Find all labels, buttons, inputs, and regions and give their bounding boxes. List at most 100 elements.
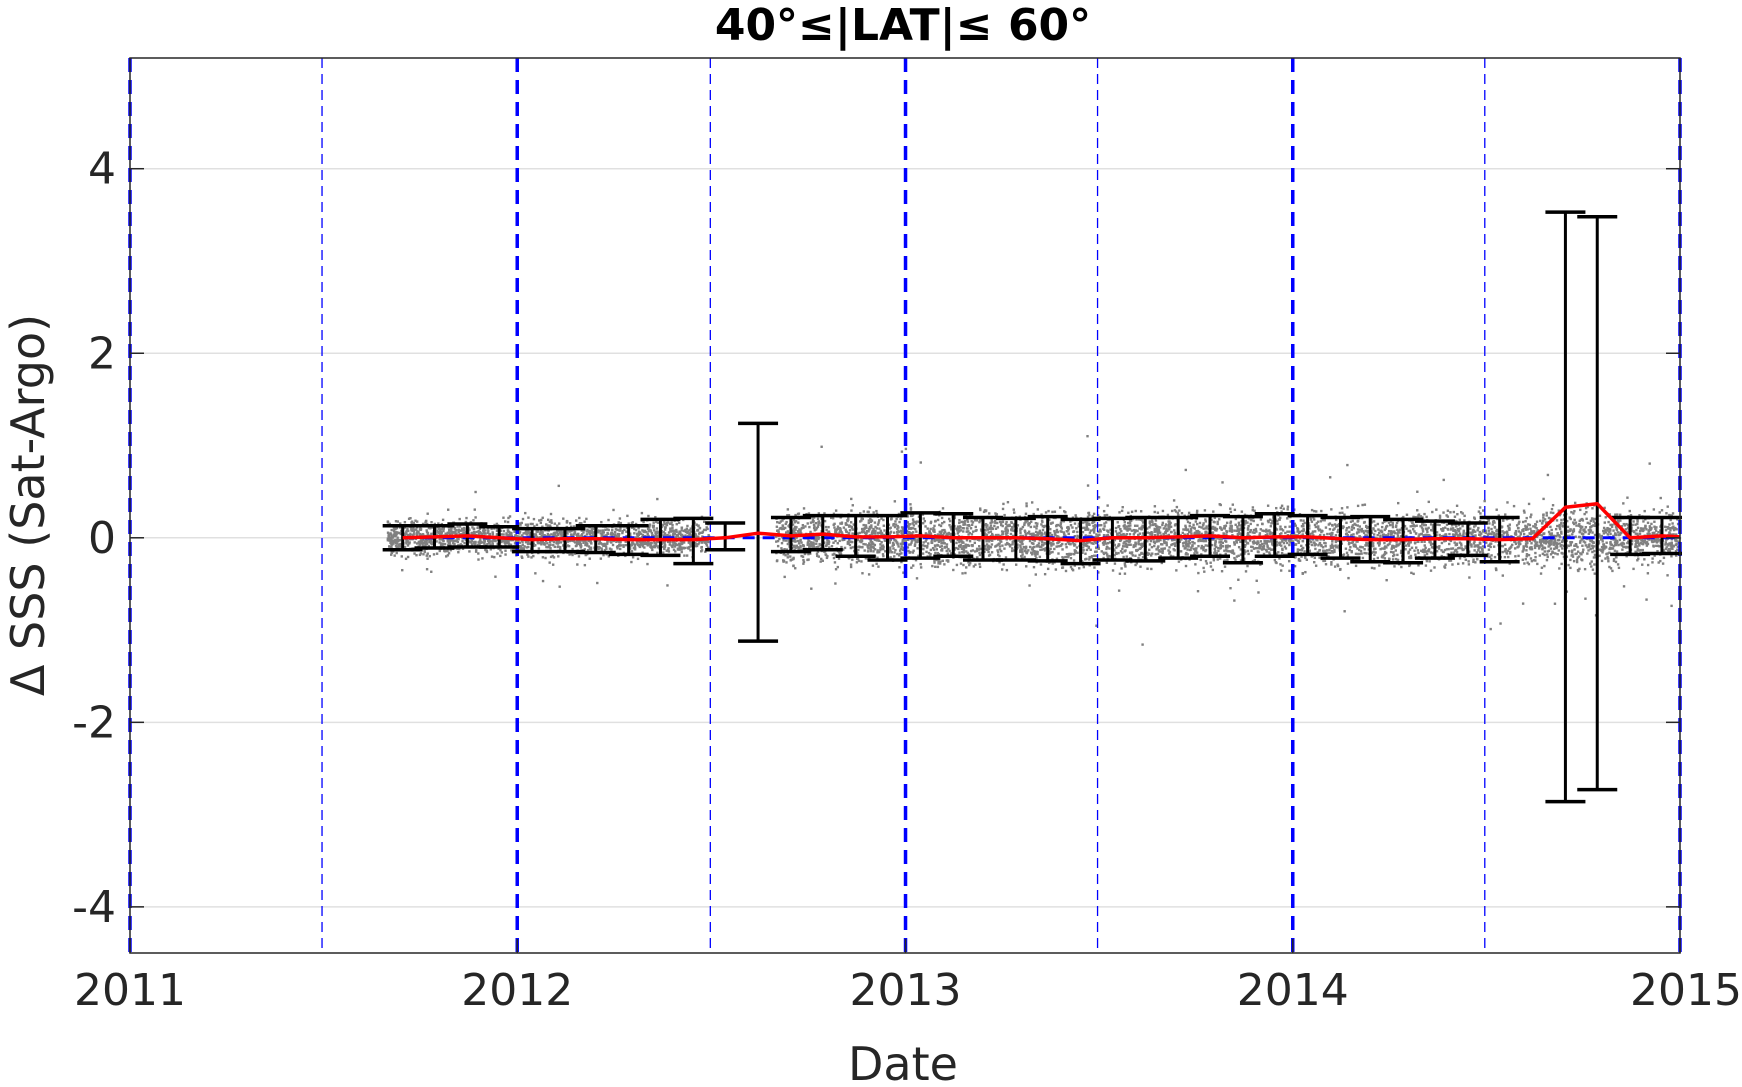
scatter-point <box>1225 533 1228 536</box>
scatter-point <box>804 525 807 528</box>
scatter-point <box>1055 528 1059 532</box>
scatter-point <box>931 564 934 568</box>
scatter-point <box>663 542 666 545</box>
scatter-point <box>1519 531 1522 534</box>
scatter-point <box>1073 543 1077 546</box>
scatter-point <box>844 522 848 525</box>
scatter-point <box>648 523 652 526</box>
scatter-point <box>939 545 942 549</box>
scatter-point <box>811 518 815 522</box>
scatter-point <box>409 532 412 536</box>
scatter-point <box>580 533 584 536</box>
scatter-point <box>916 540 919 543</box>
scatter-point <box>574 544 578 548</box>
scatter-point <box>1168 550 1172 554</box>
scatter-point <box>1476 529 1479 532</box>
scatter-point <box>898 520 901 524</box>
scatter-point <box>811 541 815 544</box>
scatter-point <box>1546 550 1549 553</box>
scatter-point <box>1536 529 1540 532</box>
scatter-point <box>482 529 485 532</box>
scatter-point <box>449 529 453 533</box>
scatter-point <box>395 526 399 530</box>
scatter-point <box>1264 534 1268 537</box>
scatter-point <box>667 548 670 552</box>
scatter-point <box>1058 506 1062 509</box>
scatter-point <box>403 534 406 538</box>
scatter-point <box>1233 529 1236 532</box>
scatter-point <box>1527 553 1531 557</box>
scatter-point <box>1087 511 1090 515</box>
scatter-point <box>1155 540 1158 543</box>
scatter-point <box>899 547 903 551</box>
scatter-point <box>857 559 861 563</box>
scatter-point <box>1240 534 1243 537</box>
scatter-point <box>1261 542 1264 546</box>
scatter-point <box>1069 556 1073 560</box>
scatter-point <box>1376 556 1379 560</box>
scatter-point <box>975 549 979 553</box>
scatter-point <box>1542 519 1545 522</box>
scatter-point <box>1265 548 1268 552</box>
scatter-point <box>1313 556 1316 560</box>
scatter-point <box>964 543 967 546</box>
scatter-point <box>446 554 450 557</box>
scatter-point <box>1223 565 1227 568</box>
scatter-point <box>833 526 836 529</box>
scatter-point <box>688 532 692 535</box>
scatter-point <box>400 555 403 558</box>
scatter-point <box>1416 509 1419 512</box>
scatter-point <box>912 524 916 527</box>
scatter-point <box>652 521 655 524</box>
scatter-point <box>446 549 449 552</box>
scatter-point <box>700 545 703 549</box>
scatter-point <box>793 537 797 541</box>
scatter-point <box>453 542 456 546</box>
scatter-point <box>851 558 854 561</box>
scatter-point <box>1049 527 1052 531</box>
scatter-point <box>540 534 544 538</box>
scatter-point <box>1209 561 1212 564</box>
scatter-point <box>521 540 524 544</box>
scatter-point <box>586 542 589 545</box>
scatter-point <box>410 528 413 531</box>
scatter-point <box>1331 540 1334 543</box>
scatter-point <box>1146 540 1149 543</box>
scatter-point <box>1154 519 1158 522</box>
scatter-point <box>839 522 842 525</box>
scatter-point <box>887 551 891 554</box>
scatter-point <box>1236 527 1239 530</box>
scatter-point <box>477 552 480 555</box>
scatter-point <box>1357 530 1360 534</box>
scatter-point <box>1334 518 1338 522</box>
scatter-point <box>507 534 511 538</box>
scatter-point <box>802 562 805 565</box>
scatter-point <box>879 529 882 532</box>
scatter-point <box>875 562 878 566</box>
scatter-point <box>422 553 425 556</box>
scatter-point <box>463 541 466 545</box>
scatter-point <box>971 549 975 552</box>
scatter-point <box>638 531 642 534</box>
scatter-point <box>443 549 446 552</box>
scatter-point <box>987 547 991 551</box>
scatter-point <box>619 541 622 544</box>
scatter-point <box>1247 517 1251 520</box>
scatter-point <box>963 521 966 525</box>
scatter-point <box>524 541 528 544</box>
scatter-point <box>1374 536 1377 539</box>
scatter-point <box>1125 545 1129 549</box>
scatter-point <box>931 546 935 550</box>
scatter-point <box>1372 528 1375 531</box>
scatter-point <box>503 540 507 544</box>
scatter-point <box>1173 542 1176 545</box>
scatter-point <box>1524 524 1527 528</box>
scatter-point <box>796 530 800 533</box>
scatter-point <box>433 522 437 526</box>
scatter-point <box>390 534 393 537</box>
scatter-point <box>1187 540 1191 543</box>
scatter-point <box>648 525 651 528</box>
scatter-point <box>641 545 644 548</box>
scatter-point <box>1429 523 1433 526</box>
scatter-point <box>1005 533 1008 536</box>
